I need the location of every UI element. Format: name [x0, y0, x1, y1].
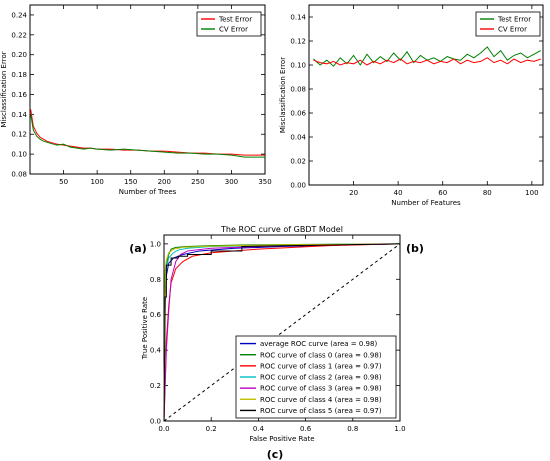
chart-3: 0.0 0.2 0.4 0.6 0.8 1.0 0.0 0.2 0.4 0.6 0.8 1.0 Fals…: [141, 225, 406, 443]
legend-label: Test Error: [497, 16, 531, 24]
x-tick-label: 0.2: [206, 425, 217, 433]
legend-label: Test Error: [218, 16, 252, 24]
legend-label: ROC curve of class 0 (area = 0.98): [260, 351, 382, 359]
y-tick-label: 0.14: [290, 14, 306, 22]
x-tick-label: 150: [124, 178, 137, 186]
y-tick-label: 0.08: [290, 86, 306, 94]
x-tick-label: 20: [349, 189, 358, 197]
y-tick-label: 0.06: [290, 110, 306, 118]
x-tick-label: 40: [394, 189, 403, 197]
x-axis-label: False Positive Rate: [249, 435, 314, 443]
series-line: [163, 243, 401, 422]
y-tick-label: 0.4: [150, 347, 162, 355]
y-tick-label: 0.6: [150, 311, 162, 319]
x-tick-label: 100: [90, 178, 103, 186]
x-tick-label: 0.4: [253, 425, 265, 433]
legend: Test Error CV Error: [475, 11, 541, 37]
y-tick-label: 0.12: [11, 131, 27, 139]
legend-label: ROC curve of class 4 (area = 0.98): [260, 396, 382, 404]
x-axis-label: Number of Trees: [119, 188, 177, 196]
chart-1: 50 100 150 200 250 300 350 0.08 0.10 0.12 0.14 0.16…: [0, 4, 272, 196]
y-tick-label: 0.10: [11, 151, 27, 159]
legend-box: [235, 335, 397, 419]
panel-label-b: (b): [406, 242, 424, 255]
x-tick-label: 350: [258, 178, 271, 186]
y-tick-label: 0.24: [11, 11, 27, 19]
panel-label-a: (a): [129, 242, 146, 255]
series-line: [163, 243, 401, 422]
legend-label: ROC curve of class 5 (area = 0.97): [260, 407, 382, 415]
y-tick-label: 0.8: [150, 276, 161, 284]
panel-label-c: (c): [267, 448, 284, 461]
x-tick-label: 0.0: [158, 425, 169, 433]
x-tick-label: 300: [225, 178, 238, 186]
series-line: [30, 114, 265, 158]
series-line: [163, 243, 401, 422]
y-tick-label: 0.18: [11, 71, 27, 79]
legend-label: ROC curve of class 1 (area = 0.97): [260, 362, 382, 370]
x-axis-label: Number of Features: [391, 199, 461, 207]
legend-label: CV Error: [219, 26, 248, 34]
legend-label: ROC curve of class 2 (area = 0.98): [260, 374, 382, 382]
y-tick-label: 0.04: [290, 134, 306, 142]
y-tick-label: 0.00: [290, 182, 306, 190]
legend-box: [475, 11, 541, 37]
x-tick-label: 0.6: [300, 425, 312, 433]
y-tick-label: 0.12: [290, 38, 306, 46]
y-tick-label: 0.08: [11, 171, 27, 179]
series-line: [313, 57, 541, 66]
legend-label: ROC curve of class 3 (area = 0.98): [260, 385, 382, 393]
y-tick-label: 0.14: [11, 111, 27, 119]
x-tick-label: 200: [158, 178, 171, 186]
x-tick-label: 250: [191, 178, 204, 186]
x-tick-label: 0.8: [347, 425, 358, 433]
x-tick-label: 60: [438, 189, 447, 197]
legend-label: average ROC curve (area = 0.98): [260, 340, 377, 348]
legend: Test Error CV Error: [196, 11, 262, 37]
chart-2: 20 40 60 80 100 0.00 0.02 0.04 0.06 0.08 0.10 0.12 0…: [279, 4, 544, 207]
legend: average ROC curve (area = 0.98) ROC curve…: [235, 335, 397, 419]
legend-box: [196, 11, 262, 37]
x-tick-label: 100: [525, 189, 538, 197]
y-tick-label: 0.16: [11, 91, 27, 99]
y-axis-label: True Positive Rate: [141, 297, 149, 360]
y-tick-label: 0.2: [150, 382, 161, 390]
y-tick-label: 1.0: [150, 240, 161, 248]
x-tick-label: 1.0: [394, 425, 405, 433]
legend-label: CV Error: [498, 26, 527, 34]
y-axis-label: Misclassification Error: [0, 51, 8, 127]
y-tick-label: 0.22: [11, 31, 27, 39]
y-tick-label: 0.10: [290, 62, 306, 70]
x-tick-label: 50: [59, 178, 68, 186]
x-tick-label: 80: [483, 189, 492, 197]
y-tick-label: 0.0: [150, 418, 161, 426]
chart-title: The ROC curve of GBDT Model: [220, 225, 343, 234]
y-tick-label: 0.20: [11, 51, 27, 59]
y-axis-label: Misclassification Error: [279, 57, 287, 133]
y-tick-label: 0.02: [290, 158, 306, 166]
